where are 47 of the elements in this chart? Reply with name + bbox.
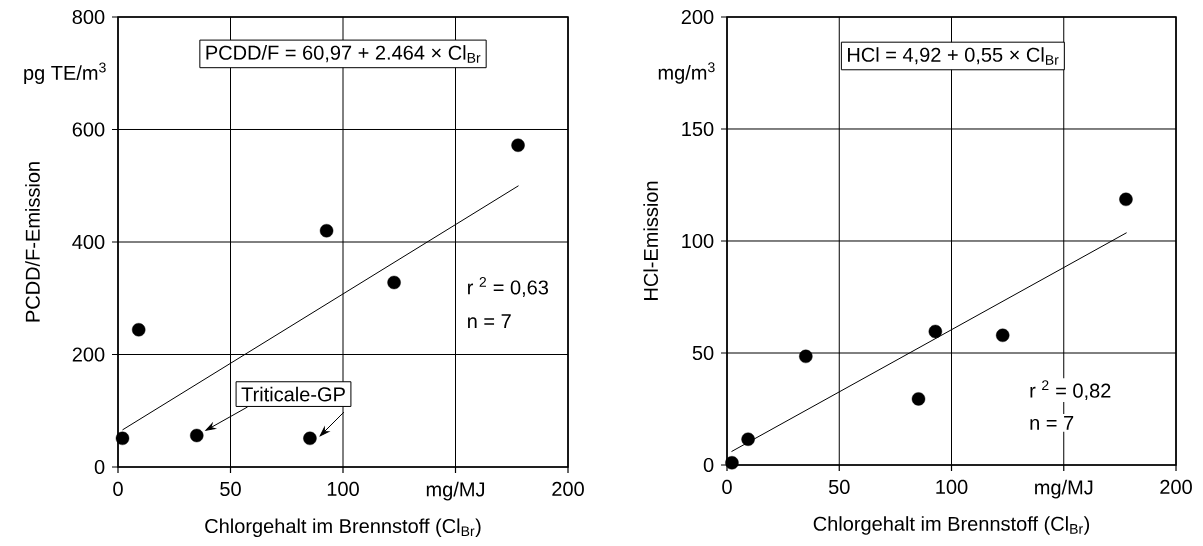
y-tick-label: 100 [682,233,714,249]
x-tick-label: 100 [327,481,359,497]
x-tick-label: 50 [828,479,850,495]
point [928,324,943,339]
x-axis-title: Chlorgehalt im Brennstoff (Cl$_{Br}$) [205,518,481,538]
point [303,431,317,446]
y-axis-title: PCDD/F-Emission [25,162,40,322]
x-tick-label: mg/MJ [426,481,485,501]
y-tick-label: 200 [681,9,714,25]
y-tick-label: 50 [692,345,714,361]
x-tick-label: 0 [113,481,123,497]
point [319,224,334,238]
text: mg/m$^{3}$ [658,62,715,84]
annotation: n = 7 [468,314,511,329]
point [725,456,739,470]
x-tick-label: 200 [552,481,584,497]
y-tick-label: 0 [94,459,105,475]
point [387,275,401,290]
annotation: PCDD/F = 60,97 + 2.464 × Cl$_{Br}$ [206,45,481,63]
point [741,432,755,446]
annotation: HCl = 4,92 + 0,55 × Cl$_{Br}$ [848,47,1059,65]
y-axis-title: HCl-Emission [643,181,659,300]
annotation: Triticale-GP [241,386,345,402]
x-tick-label: 100 [936,479,968,495]
point [996,328,1010,342]
y-tick-label: 0 [703,457,714,473]
x-axis-title: Chlorgehalt im Brennstoff (Cl$_{Br}$) [813,516,1090,535]
annotation: r $^{2}$ = 0,82 [1030,380,1111,401]
point [511,138,525,152]
y-tick-label: 400 [72,234,105,250]
y-tick-label: 200 [72,347,105,362]
y-tick-label: 150 [682,121,714,137]
annotation: r $^{2}$ = 0,63 [468,277,549,297]
point [799,349,813,364]
y-tick-label: 600 [72,122,105,137]
x-tick-label: mg/MJ [1035,479,1093,499]
annotation: n = 7 [1030,416,1074,430]
point [911,392,926,406]
point [190,428,204,443]
x-tick-label: 50 [220,481,241,497]
point [115,431,130,446]
point [1119,192,1133,207]
y-tick-label: 800 [72,9,105,25]
x-tick-label: 200 [1160,479,1192,495]
text: pg TE/m$^{3}$ [24,62,106,84]
x-tick-label: 0 [722,479,732,495]
point [132,323,146,337]
